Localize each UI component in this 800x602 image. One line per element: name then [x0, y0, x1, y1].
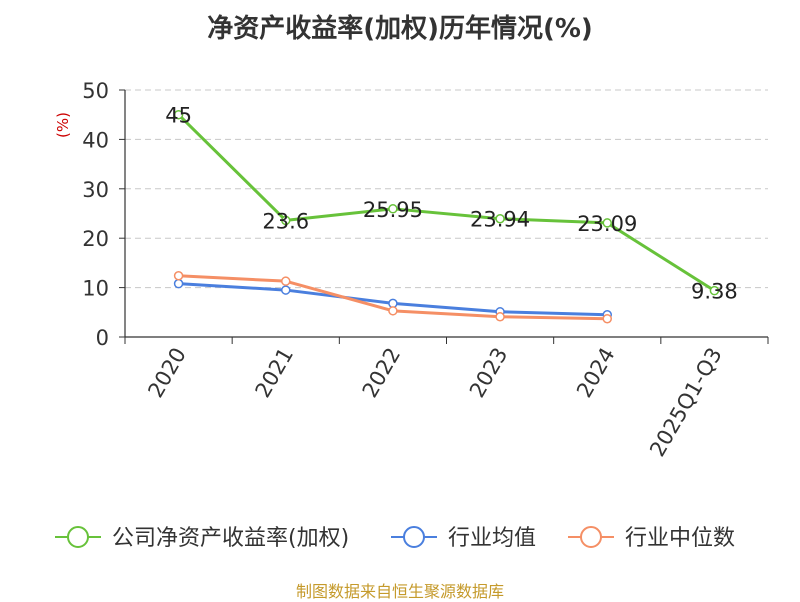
y-tick-label: 10: [82, 277, 109, 301]
data-point: [495, 213, 505, 224]
legend-marker: [580, 526, 602, 548]
data-label: 23.6: [262, 209, 309, 233]
data-point: [281, 215, 291, 226]
series-line: [177, 113, 716, 292]
x-tick-label: 2025Q1-Q3: [645, 344, 727, 461]
data-point: [495, 311, 505, 322]
data-label: 9.38: [691, 280, 738, 304]
source-note: 制图数据来自恒生聚源数据库: [295, 582, 504, 601]
chart-title: 净资产收益率(加权)历年情况(%): [207, 14, 593, 44]
data-point: [602, 313, 612, 324]
legend[interactable]: 公司净资产收益率(加权) 行业均值 行业中位数: [55, 526, 735, 551]
legend-label: 行业均值: [448, 526, 536, 551]
y-tick-label: 0: [96, 326, 109, 350]
x-tick-label: 2024: [572, 344, 620, 402]
data-point: [388, 204, 398, 214]
data-point: [173, 270, 184, 281]
legend-label: 行业中位数: [625, 526, 735, 551]
legend-marker: [67, 526, 89, 548]
data-point: [388, 306, 398, 316]
data-label: 45: [165, 104, 192, 128]
data-point: [173, 278, 184, 289]
legend-label: 公司净资产收益率(加权): [112, 526, 349, 551]
y-axis-label: (%): [54, 112, 72, 138]
legend-marker: [403, 526, 425, 548]
data-point: [173, 109, 184, 120]
x-tick-label: 2022: [358, 344, 406, 402]
data-label: 23.09: [577, 212, 637, 236]
data-label: 23.94: [470, 208, 530, 232]
axes: 0 10 20 30 40 50 2020 2021 2022 2023 2024 2025Q1-Q3: [82, 79, 769, 461]
y-tick-label: 40: [82, 128, 109, 152]
x-tick-label: 2023: [465, 344, 513, 402]
gridlines: [125, 89, 768, 289]
data-labels: 45 23.6 25.95 23.94 23.09 9.38: [165, 104, 738, 304]
data-point: [602, 218, 612, 228]
data-label: 25.95: [363, 198, 423, 222]
data-point: [709, 285, 720, 296]
y-tick-label: 20: [82, 227, 109, 251]
x-tick-label: 2021: [251, 344, 299, 402]
data-point: [281, 276, 291, 286]
x-tick-label: 2020: [143, 344, 191, 402]
data-point: [281, 285, 291, 295]
y-tick-label: 50: [82, 79, 109, 103]
y-tick-label: 30: [82, 178, 109, 202]
series-lines: [173, 109, 720, 324]
